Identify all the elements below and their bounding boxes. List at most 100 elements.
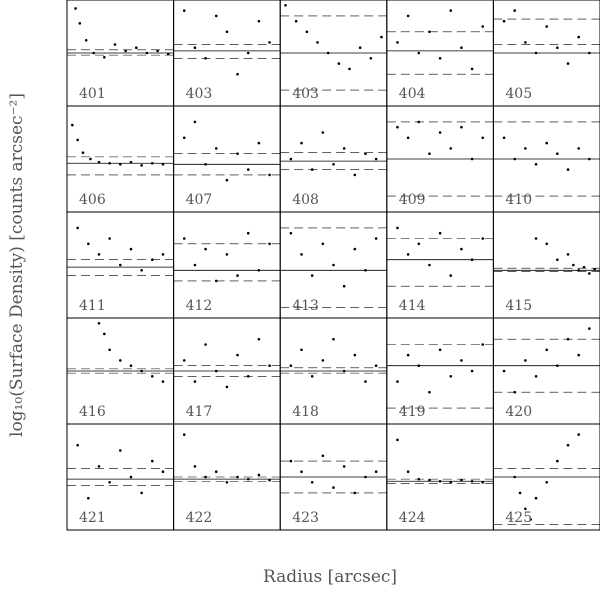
data-point <box>78 22 82 25</box>
data-point <box>246 51 250 55</box>
data-point <box>225 481 229 484</box>
data-point <box>81 151 85 154</box>
panel-label: 409 <box>399 192 426 208</box>
data-point <box>268 364 271 368</box>
data-point <box>97 160 101 164</box>
data-point <box>89 157 92 161</box>
data-point <box>156 49 159 53</box>
data-point <box>364 269 367 272</box>
data-point <box>108 237 111 240</box>
data-point <box>417 51 421 55</box>
data-point <box>182 433 186 436</box>
data-point <box>353 491 357 495</box>
data-point <box>588 51 591 55</box>
data-point <box>145 51 149 55</box>
data-point <box>428 263 431 267</box>
data-point <box>87 496 90 500</box>
data-point <box>257 19 261 23</box>
data-point <box>470 258 474 262</box>
data-point <box>428 152 431 155</box>
data-point <box>246 231 250 235</box>
data-point <box>396 41 399 44</box>
data-point <box>316 41 319 44</box>
data-point <box>438 131 442 134</box>
data-point <box>593 267 596 271</box>
data-point <box>481 343 485 346</box>
panel-label: 412 <box>186 298 213 314</box>
data-point <box>438 231 442 235</box>
panel-label: 416 <box>79 404 106 420</box>
data-point <box>556 459 559 463</box>
data-point <box>84 38 88 42</box>
data-point <box>566 443 570 447</box>
data-point <box>76 226 79 230</box>
data-point <box>129 475 133 479</box>
data-point <box>374 157 378 161</box>
data-point <box>364 152 367 155</box>
data-point <box>556 152 559 155</box>
data-point <box>332 486 335 489</box>
data-point <box>481 237 485 240</box>
data-point <box>518 491 522 495</box>
panel-label: 408 <box>292 192 319 208</box>
data-point <box>332 337 335 341</box>
data-point <box>74 7 77 10</box>
data-point <box>513 157 517 161</box>
data-point <box>119 449 122 452</box>
data-point <box>524 507 527 511</box>
data-point <box>428 390 431 394</box>
data-point <box>438 348 442 352</box>
data-point <box>449 481 453 484</box>
data-point <box>140 369 143 373</box>
data-point <box>513 475 517 479</box>
data-point <box>225 253 229 256</box>
panel-label: 424 <box>399 510 426 526</box>
data-point <box>577 147 580 150</box>
data-point <box>358 46 362 49</box>
data-point <box>140 164 143 167</box>
data-point <box>214 14 218 18</box>
data-point <box>289 459 293 463</box>
data-point <box>572 263 575 267</box>
data-point <box>406 14 410 18</box>
data-point <box>246 168 250 171</box>
data-point <box>119 163 122 166</box>
data-point <box>204 163 207 166</box>
data-point <box>513 9 517 12</box>
data-point <box>374 470 378 474</box>
data-point <box>257 269 261 272</box>
data-point <box>204 343 207 346</box>
data-point <box>71 123 74 127</box>
data-point <box>502 19 506 23</box>
panel-label: 406 <box>79 192 106 208</box>
data-point <box>76 138 79 142</box>
data-point <box>545 348 548 352</box>
data-point <box>150 459 154 463</box>
panel-label: 410 <box>505 192 532 208</box>
data-point <box>577 35 580 39</box>
data-point <box>534 163 538 166</box>
data-point <box>342 147 346 150</box>
data-point <box>348 67 351 71</box>
data-point <box>460 478 463 482</box>
data-point <box>556 46 559 49</box>
data-point <box>225 385 229 389</box>
data-point <box>342 284 346 288</box>
data-point <box>214 470 218 474</box>
data-point <box>204 475 207 479</box>
data-point <box>289 157 293 161</box>
data-point <box>300 470 303 474</box>
data-point <box>150 258 154 262</box>
data-point <box>321 359 325 362</box>
data-point <box>204 247 207 251</box>
data-point <box>364 380 367 383</box>
data-point <box>310 168 314 171</box>
data-point <box>556 258 559 262</box>
panel-label: 419 <box>399 404 426 420</box>
data-point <box>353 173 357 177</box>
data-point <box>470 67 474 71</box>
data-point <box>182 359 186 362</box>
panel-label: 421 <box>79 510 106 526</box>
data-point <box>406 253 410 256</box>
